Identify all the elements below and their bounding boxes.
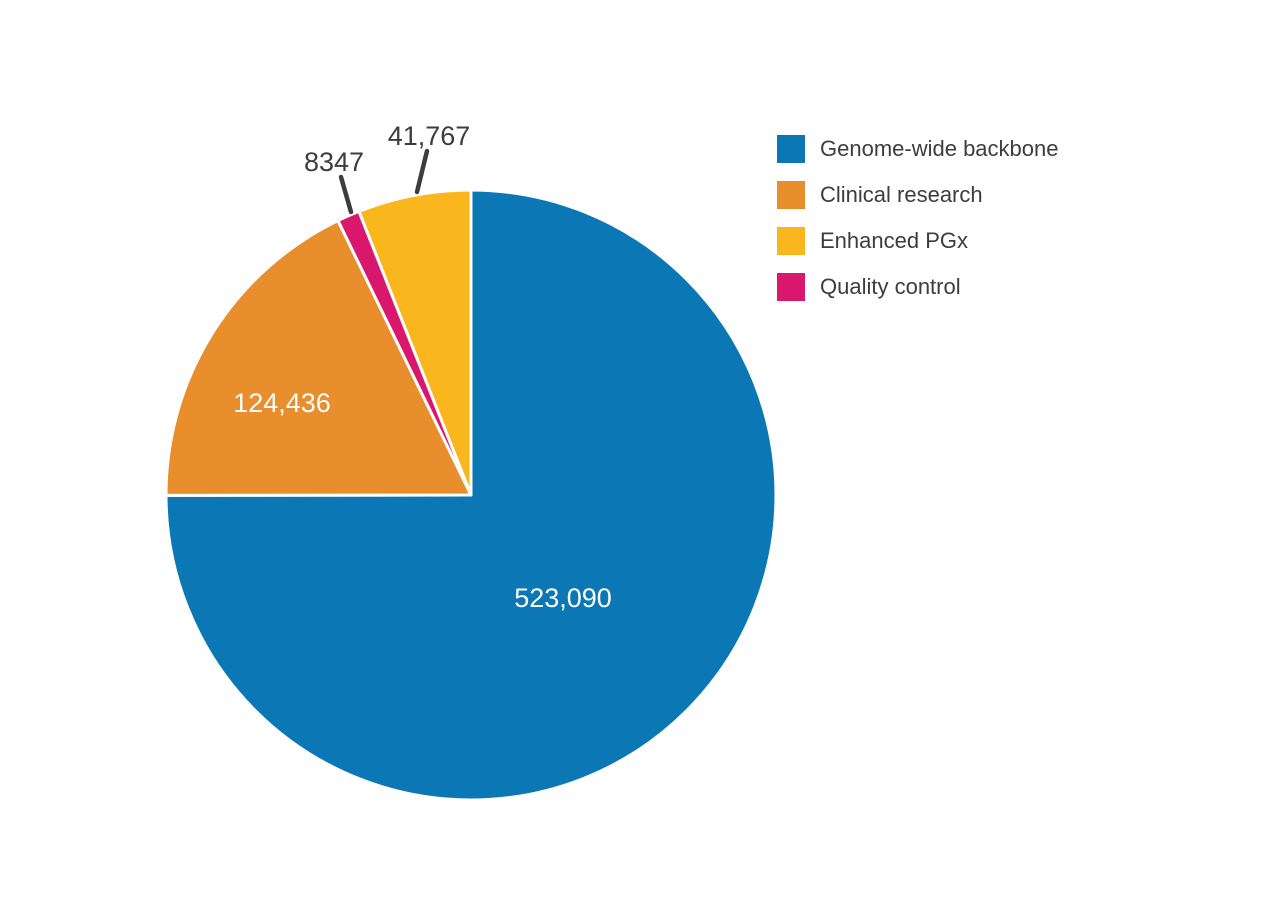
legend: Genome-wide backbone Clinical research E… [777, 126, 1058, 310]
legend-label-clinical-research: Clinical research [820, 182, 983, 207]
leader-line-quality-control [338, 174, 354, 215]
legend-item-clinical-research: Clinical research [777, 172, 1058, 218]
legend-label-genome-wide-backbone: Genome-wide backbone [820, 136, 1059, 161]
slice-value-quality-control: 8347 [304, 147, 364, 177]
slice-value-genome-wide-backbone: 523,090 [514, 583, 612, 613]
leader-line-enhanced-pgx [414, 148, 430, 195]
pie-slice-genome-wide-backbone [164, 188, 778, 802]
legend-swatch-quality-control [777, 273, 805, 301]
pie-slice-enhanced-pgx [357, 188, 473, 497]
legend-item-genome-wide-backbone: Genome-wide backbone [777, 126, 1058, 172]
legend-label-quality-control: Quality control [820, 274, 961, 299]
slice-value-enhanced-pgx: 41,767 [388, 121, 471, 151]
legend-label-enhanced-pgx: Enhanced PGx [820, 228, 968, 253]
legend-swatch-enhanced-pgx [777, 227, 805, 255]
slice-value-clinical-research: 124,436 [233, 388, 331, 418]
legend-item-enhanced-pgx: Enhanced PGx [777, 218, 1058, 264]
pie-slice-clinical-research [164, 219, 473, 497]
legend-swatch-clinical-research [777, 181, 805, 209]
legend-item-quality-control: Quality control [777, 264, 1058, 310]
legend-swatch-genome-wide-backbone [777, 135, 805, 163]
